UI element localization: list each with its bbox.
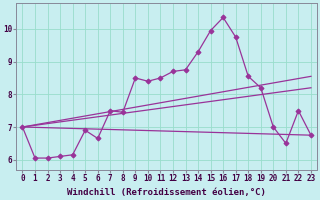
X-axis label: Windchill (Refroidissement éolien,°C): Windchill (Refroidissement éolien,°C) xyxy=(67,188,266,197)
